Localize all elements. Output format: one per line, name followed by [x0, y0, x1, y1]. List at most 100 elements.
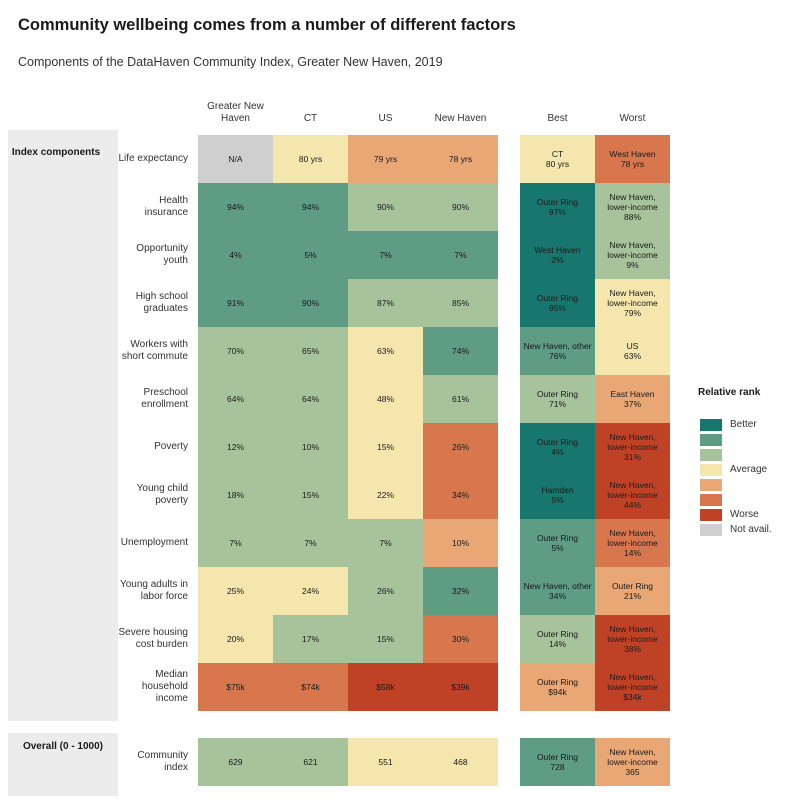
cell-value: 94% — [226, 202, 244, 212]
cell-value: 90% — [301, 298, 319, 308]
cell-place: Hamden — [541, 485, 574, 495]
cell-value: 4% — [551, 447, 564, 457]
cell-value: 79 yrs — [373, 154, 398, 164]
cell-value: 18% — [226, 490, 244, 500]
cell-value: 7% — [304, 538, 317, 548]
heatmap-cell: West Haven 78 yrs — [595, 135, 670, 183]
heatmap-cell: 25% — [198, 567, 273, 615]
cell-value: 25% — [226, 586, 244, 596]
cell-value: 87% — [376, 298, 394, 308]
heatmap-cell: Outer Ring 5% — [520, 519, 595, 567]
cell-place: New Haven, lower-income — [607, 192, 658, 212]
cell-value: 90% — [451, 202, 469, 212]
cell-value: 71% — [548, 399, 566, 409]
heatmap-cell: $74k — [273, 663, 348, 711]
group-panel — [8, 130, 118, 721]
heatmap-cell: 10% — [423, 519, 498, 567]
heatmap-cell: 48% — [348, 375, 423, 423]
heatmap-cell: 34% — [423, 471, 498, 519]
cell-place: New Haven, lower-income — [607, 432, 658, 452]
heatmap-cell: New Haven, lower-income 365 — [595, 738, 670, 786]
heatmap-cell: 468 — [423, 738, 498, 786]
legend-swatch — [700, 479, 722, 491]
cell-value: 7% — [379, 250, 392, 260]
row-label-health-insurance: Health insurance — [144, 195, 188, 218]
heatmap-cell: 551 — [348, 738, 423, 786]
cell-value: 64% — [301, 394, 319, 404]
cell-value: 65% — [301, 346, 319, 356]
cell-value: 26% — [376, 586, 394, 596]
legend-swatch — [700, 494, 722, 506]
heatmap-cell: 7% — [273, 519, 348, 567]
row-label-preschool-enrollment: Preschool enrollment — [141, 387, 188, 410]
cell-value: 91% — [226, 298, 244, 308]
row-label-opportunity-youth: Opportunity youth — [136, 243, 188, 266]
heatmap-cell: Outer Ring $94k — [520, 663, 595, 711]
heatmap-cell: 5% — [273, 231, 348, 279]
heatmap-cell: New Haven, lower-income 14% — [595, 519, 670, 567]
heatmap-cell: 70% — [198, 327, 273, 375]
cell-value: 5% — [551, 495, 564, 505]
heatmap-cell: 94% — [198, 183, 273, 231]
column-header-new-haven: New Haven — [434, 113, 487, 124]
cell-value: 78 yrs — [620, 159, 645, 169]
heatmap-cell: $58k — [348, 663, 423, 711]
heatmap-cell: 4% — [198, 231, 273, 279]
chart-title: Community wellbeing comes from a number … — [18, 16, 516, 34]
cell-value: 621 — [303, 757, 318, 767]
legend-label: Not avail. — [730, 524, 772, 535]
cell-value: 88% — [623, 212, 641, 222]
cell-value: 12% — [226, 442, 244, 452]
row-label-young-adults-in-labor-force: Young adults in labor force — [119, 579, 188, 602]
cell-value: 74% — [451, 346, 469, 356]
cell-value: 37% — [623, 399, 641, 409]
heatmap-cell: 26% — [423, 423, 498, 471]
heatmap-cell: 90% — [423, 183, 498, 231]
cell-value: $94k — [548, 687, 567, 697]
column-header-best: Best — [547, 113, 568, 124]
column-header-worst: Worst — [619, 113, 646, 124]
cell-value: $58k — [376, 682, 395, 692]
cell-value: 15% — [301, 490, 319, 500]
heatmap-cell: 7% — [348, 519, 423, 567]
cell-place: New Haven, lower-income — [607, 747, 658, 767]
heatmap-cell: N/A — [198, 135, 273, 183]
legend-label: Average — [730, 464, 768, 475]
column-header-ct: CT — [303, 113, 318, 124]
cell-value: 26% — [451, 442, 469, 452]
heatmap-cell: 90% — [273, 279, 348, 327]
cell-place: New Haven, lower-income — [607, 480, 658, 500]
heatmap-cell: New Haven, other 34% — [520, 567, 595, 615]
heatmap-cell: 65% — [273, 327, 348, 375]
cell-value: 22% — [376, 490, 394, 500]
heatmap-cell: $39k — [423, 663, 498, 711]
cell-value: 80 yrs — [298, 154, 323, 164]
cell-value: 94% — [301, 202, 319, 212]
legend-title: Relative rank — [698, 387, 761, 398]
cell-value: 48% — [376, 394, 394, 404]
cell-value: 2% — [551, 255, 564, 265]
heatmap-cell: 63% — [348, 327, 423, 375]
cell-value: 61% — [451, 394, 469, 404]
heatmap-cell: 80 yrs — [273, 135, 348, 183]
heatmap-cell: 64% — [273, 375, 348, 423]
heatmap-cell: 17% — [273, 615, 348, 663]
heatmap-cell: New Haven, lower-income 44% — [595, 471, 670, 519]
cell-value: 365 — [625, 767, 640, 777]
heatmap-cell: New Haven, other 76% — [520, 327, 595, 375]
heatmap-cell: New Haven, lower-income 31% — [595, 423, 670, 471]
cell-place: Outer Ring — [536, 389, 579, 399]
heatmap-cell: Outer Ring 14% — [520, 615, 595, 663]
heatmap-cell: 30% — [423, 615, 498, 663]
cell-place: East Haven — [610, 389, 655, 399]
cell-value: 79% — [623, 308, 641, 318]
legend-swatch — [700, 449, 722, 461]
heatmap-cell: 629 — [198, 738, 273, 786]
cell-value: 7% — [379, 538, 392, 548]
heatmap-cell: 22% — [348, 471, 423, 519]
cell-value: 32% — [451, 586, 469, 596]
group-panel — [8, 733, 118, 796]
heatmap-cell: 18% — [198, 471, 273, 519]
cell-value: 15% — [376, 442, 394, 452]
heatmap-cell: Outer Ring 71% — [520, 375, 595, 423]
